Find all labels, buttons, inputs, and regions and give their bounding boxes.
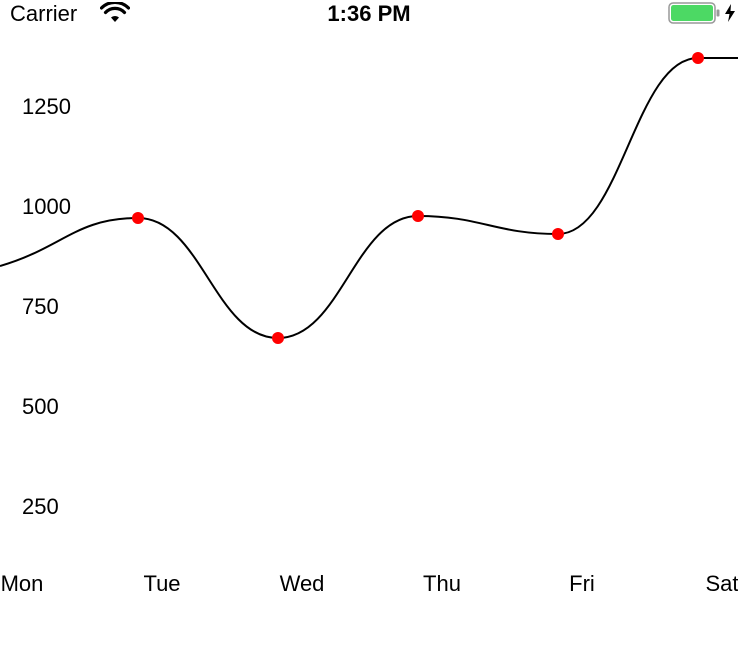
y-tick-label: 250: [22, 494, 59, 519]
data-point[interactable]: [412, 210, 424, 222]
y-tick-label: 750: [22, 294, 59, 319]
series-line: [0, 56, 738, 340]
x-tick-label: Sat: [705, 571, 738, 596]
status-bar: Carrier 1:36 PM: [0, 0, 738, 28]
y-tick-label: 1250: [22, 94, 71, 119]
battery-icon: [668, 2, 720, 24]
y-tick-label: 500: [22, 394, 59, 419]
x-tick-label: Fri: [569, 571, 595, 596]
data-point[interactable]: [272, 332, 284, 344]
x-tick-label: Thu: [423, 571, 461, 596]
wifi-icon: [100, 2, 130, 22]
data-point[interactable]: [132, 212, 144, 224]
x-tick-label: Mon: [1, 571, 44, 596]
status-time: 1:36 PM: [327, 1, 411, 26]
x-tick-label: Tue: [143, 571, 180, 596]
x-tick-label: Wed: [280, 571, 325, 596]
data-point[interactable]: [552, 228, 564, 240]
y-tick-label: 1000: [22, 194, 71, 219]
data-point[interactable]: [692, 52, 704, 64]
carrier-label: Carrier: [10, 1, 78, 26]
charging-bolt-icon: [725, 4, 735, 22]
